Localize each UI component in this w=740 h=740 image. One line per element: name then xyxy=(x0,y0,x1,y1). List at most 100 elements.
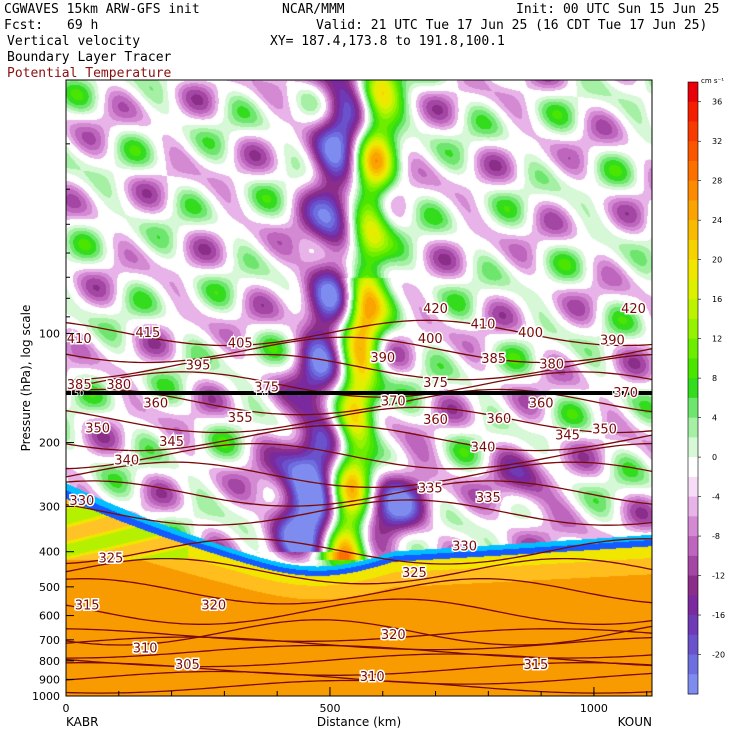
isentrope-label: 345 xyxy=(159,435,184,450)
isentrope-line xyxy=(66,406,652,434)
colorbar: cm s⁻¹ 36 32 28 24 20 16 12 8 4 0 -4 -8 -12 -16 -20 xyxy=(687,77,725,695)
isentrope-line xyxy=(66,644,652,659)
colorbar-swatch xyxy=(688,378,698,399)
isentrope-line xyxy=(66,653,652,668)
colorbar-tick-label: 12 xyxy=(712,335,722,344)
isentrope-label: 405 xyxy=(228,337,253,352)
x-tick-label: 1000 xyxy=(580,702,608,715)
isentrope-lines xyxy=(66,319,652,694)
colorbar-tick-label: -20 xyxy=(712,651,725,660)
isentrope-label: 320 xyxy=(381,628,406,643)
org-label: NCAR/MMM xyxy=(282,2,345,17)
colorbar-frame xyxy=(687,81,699,695)
isentrope-line xyxy=(66,336,652,364)
y-tick-label: 1000 xyxy=(32,690,60,703)
cross-section-endpoints: XY= 187.4,173.8 to 191.8,100.1 xyxy=(270,34,505,49)
colorbar-tick-label: 36 xyxy=(712,98,722,107)
y-axis-label: Pressure (hPa), log scale xyxy=(19,305,33,452)
isentrope-label: 390 xyxy=(370,351,395,366)
field-vertical-velocity: Vertical velocity xyxy=(7,34,141,49)
model-title: CGWAVES 15km ARW-GFS init xyxy=(4,2,200,17)
colorbar-swatch xyxy=(688,615,698,636)
colorbar-tick-label: 28 xyxy=(712,177,722,186)
colorbar-swatch xyxy=(688,634,698,656)
colorbar-swatch xyxy=(688,220,698,241)
plot-frame xyxy=(65,79,653,697)
isentrope-line xyxy=(66,461,652,489)
isentrope-label: 360 xyxy=(143,396,168,411)
colorbar-swatch xyxy=(688,141,698,162)
field-boundary-layer-tracer: Boundary Layer Tracer xyxy=(7,50,172,65)
colorbar-swatch xyxy=(688,476,698,498)
y-tick-label: 300 xyxy=(39,500,60,513)
isentrope-label: 305 xyxy=(175,658,200,673)
left-endpoint-label: KABR xyxy=(66,715,98,729)
isentrope-line xyxy=(66,480,652,507)
init-time: Init: 00 UTC Sun 15 Jun 25 xyxy=(516,2,720,17)
isentrope-label: 350 xyxy=(592,423,617,438)
isentrope-label: 340 xyxy=(114,454,139,469)
isentrope-line xyxy=(66,670,652,685)
isentrope-label: 410 xyxy=(67,332,92,347)
colorbar-swatch xyxy=(688,259,698,280)
isentrope-line xyxy=(66,319,652,347)
colorbar-swatch xyxy=(688,318,698,340)
isentrope-label: 415 xyxy=(135,326,160,341)
colorbar-swatch xyxy=(688,437,698,458)
colorbar-units: cm s⁻¹ xyxy=(701,77,724,85)
isentrope-line xyxy=(66,442,652,470)
colorbar-tick-label: 24 xyxy=(712,216,722,225)
isentrope-label: 385 xyxy=(67,378,92,393)
colorbar-swatch xyxy=(688,299,698,320)
isentrope-label: 325 xyxy=(98,552,123,567)
isentrope-label: 370 xyxy=(381,394,406,409)
colorbar-tick-label: 0 xyxy=(712,453,717,462)
isentrope-line xyxy=(66,538,652,565)
forecast-hour: 69 h xyxy=(67,18,99,33)
isentrope-line xyxy=(66,371,652,398)
y-tick-label: 600 xyxy=(39,610,60,623)
colorbar-tick-label: -4 xyxy=(712,493,720,502)
colorbar-swatch xyxy=(688,516,698,537)
colorbar-swatch xyxy=(688,555,698,577)
field-potential-temperature: Potential Temperature xyxy=(7,66,172,81)
isentrope-line xyxy=(66,499,652,526)
isentrope-label-group: 420 420 410 415 405 410 400 400 390 395 390 385 380 3… xyxy=(65,300,647,686)
forecast-label: Fcst: xyxy=(4,18,44,33)
valid-time: Valid: 21 UTC Tue 17 Jun 25 (16 CDT Tue … xyxy=(316,18,708,33)
isentrope-label: 375 xyxy=(254,380,279,395)
colorbar-swatch xyxy=(688,101,698,122)
y-tick-label: 700 xyxy=(39,634,60,647)
colorbar-swatch xyxy=(688,239,698,261)
isentrope-line xyxy=(66,636,652,651)
colorbar-swatch xyxy=(688,654,698,675)
isentrope-label: 360 xyxy=(529,396,554,411)
colorbar-tick-label: -16 xyxy=(712,611,725,620)
colorbar-swatch xyxy=(688,595,698,616)
isentrope-line xyxy=(66,353,652,381)
colorbar-swatch xyxy=(688,160,698,182)
isentrope-line xyxy=(66,424,652,452)
tracer-label: 150 xyxy=(610,389,625,398)
isentrope-label: 410 xyxy=(471,318,496,333)
isentrope-line xyxy=(66,557,652,585)
colorbar-swatch xyxy=(688,496,698,517)
colorbar-swatch xyxy=(688,82,698,103)
colorbar-swatch xyxy=(688,180,698,201)
colorbar-swatch xyxy=(688,279,698,300)
isentrope-label: 375 xyxy=(423,376,448,391)
right-endpoint-label: KOUN xyxy=(618,715,652,729)
y-tick-label: 900 xyxy=(39,673,60,686)
isentrope-line xyxy=(66,628,652,643)
isentrope-line xyxy=(66,578,652,605)
isentrope-line xyxy=(66,598,652,625)
isentrope-label: 360 xyxy=(423,413,448,428)
colorbar-tick-label: -8 xyxy=(712,532,720,541)
isentrope-label: 420 xyxy=(423,302,448,317)
colorbar-swatch xyxy=(688,358,698,379)
colorbar-tick-label: 8 xyxy=(712,374,717,383)
colorbar-tick-label: 32 xyxy=(712,137,722,146)
x-tick-label: 500 xyxy=(319,702,340,715)
